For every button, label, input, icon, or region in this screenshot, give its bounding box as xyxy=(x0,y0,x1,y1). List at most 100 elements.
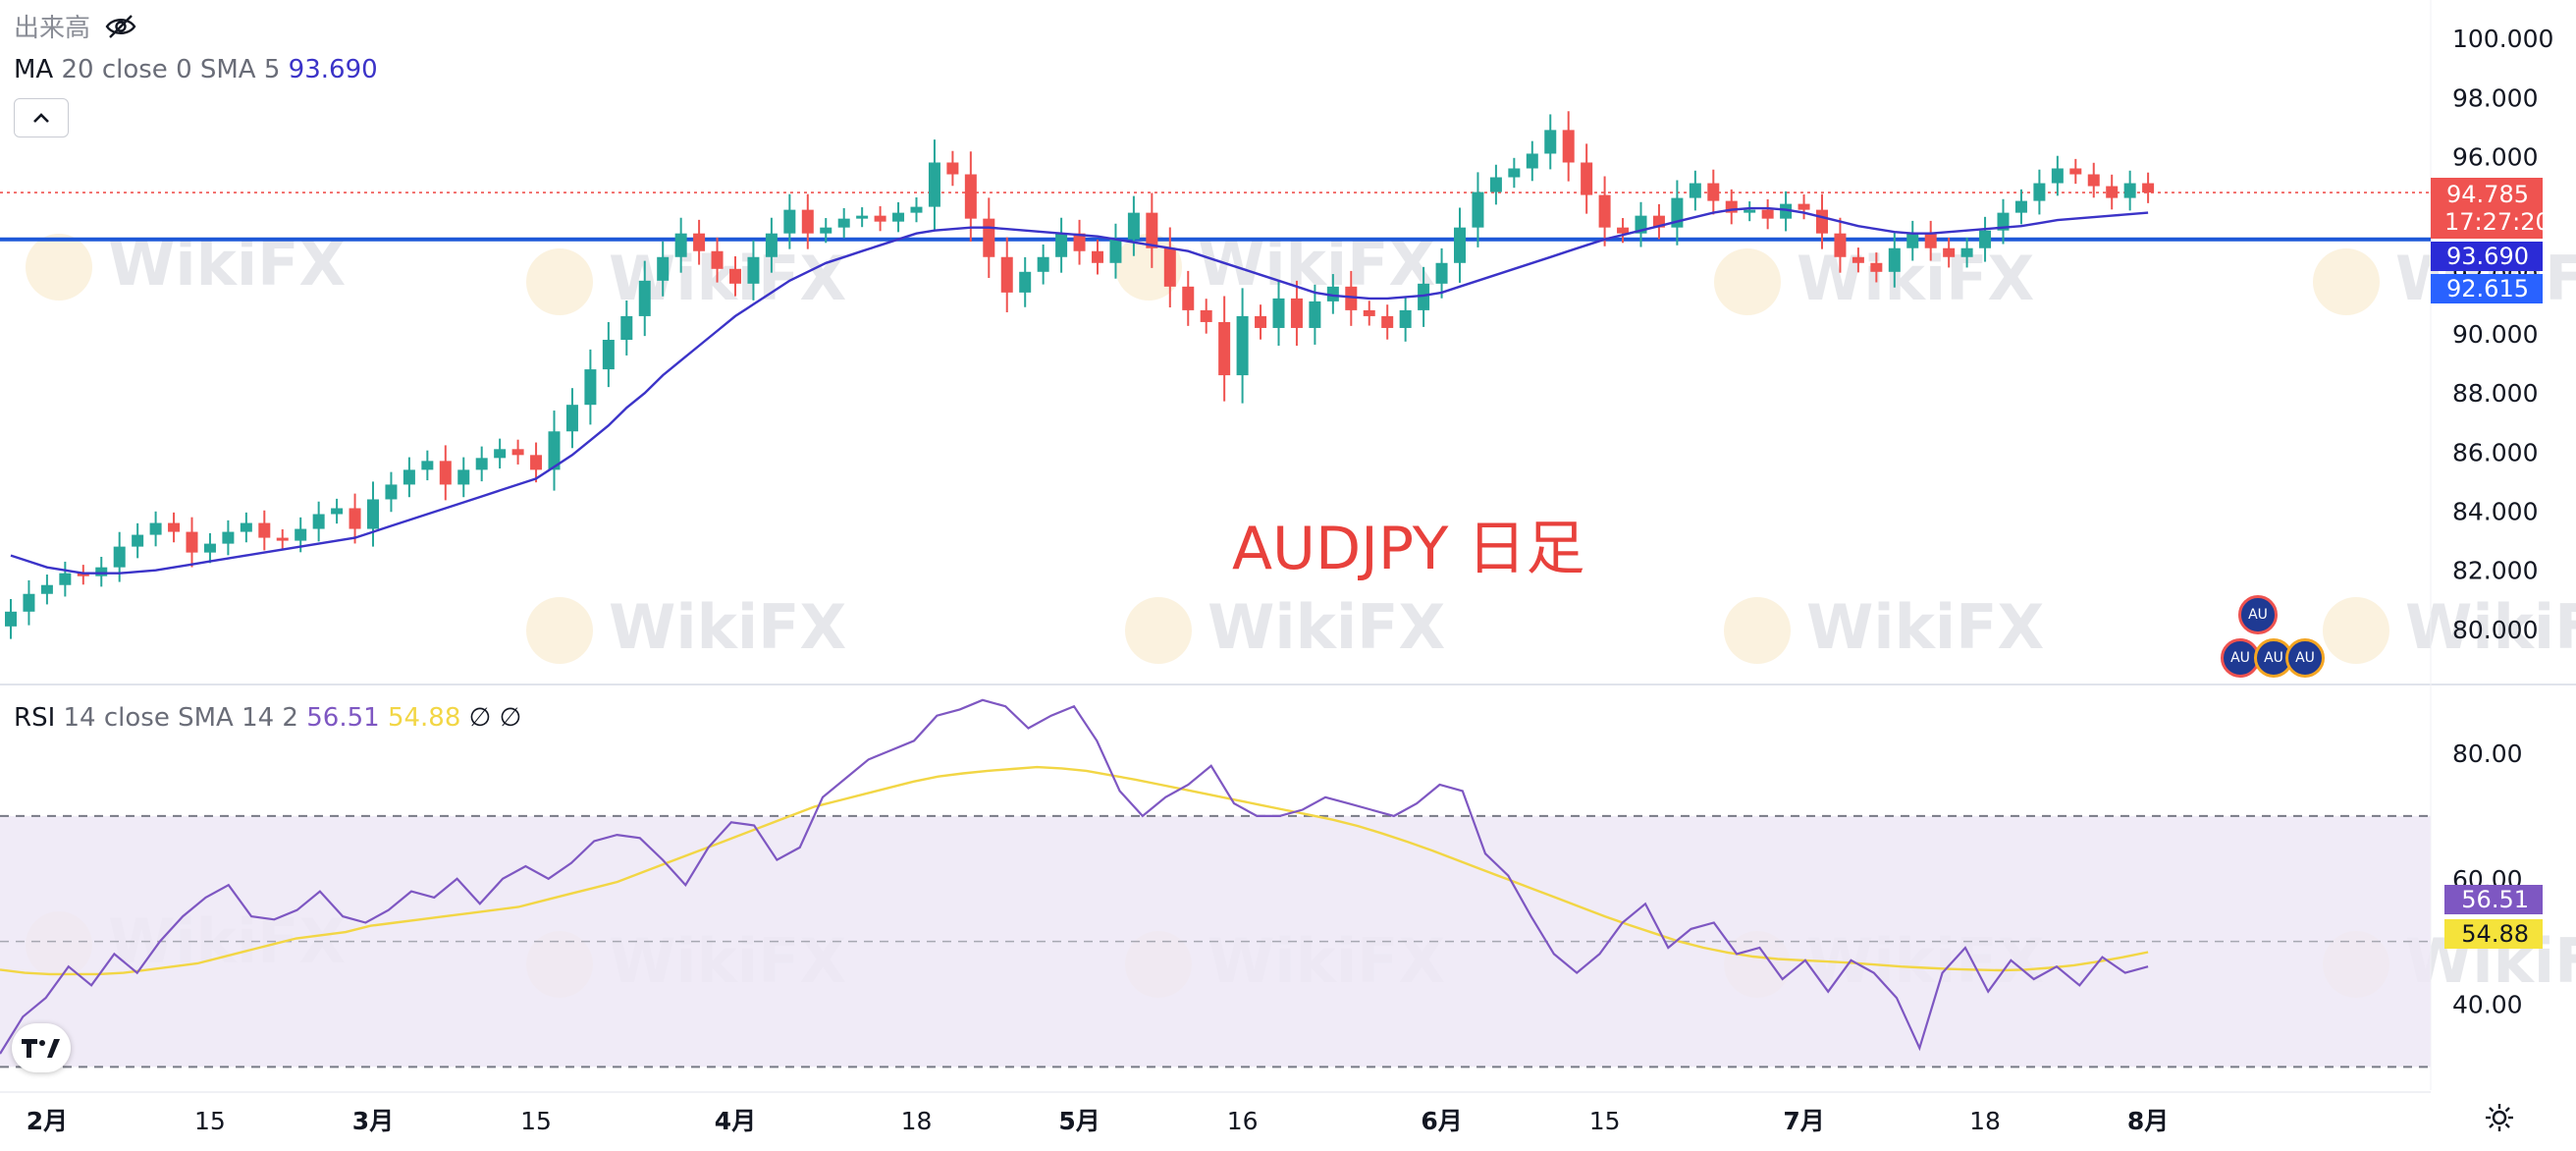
candle-body xyxy=(349,508,361,529)
candle xyxy=(1418,266,1430,327)
candle xyxy=(1146,192,1158,268)
candle xyxy=(2014,189,2027,225)
candle xyxy=(5,599,17,639)
candle xyxy=(1906,220,1919,261)
candle-body xyxy=(2087,174,2100,187)
candle-body xyxy=(258,522,271,538)
time-tick-label: 6月 xyxy=(1421,1107,1462,1135)
candle xyxy=(1037,244,1049,285)
rsi-lines xyxy=(0,698,2149,1055)
candle xyxy=(1163,227,1176,308)
candle-body xyxy=(765,233,778,257)
candle-body xyxy=(584,369,597,406)
price-tick-label: 82.000 xyxy=(2452,557,2538,585)
candle-body xyxy=(367,499,379,529)
time-tick-label: 5月 xyxy=(1058,1107,1100,1135)
line-tag-value: 92.615 xyxy=(2446,275,2529,302)
candle xyxy=(1598,176,1611,247)
candle xyxy=(494,438,507,469)
candle-body xyxy=(331,508,344,515)
candle xyxy=(2033,169,2046,215)
candle-body xyxy=(1562,130,1575,163)
empty-set-icon: ∅ xyxy=(468,703,492,733)
volume-legend[interactable]: 出来高 xyxy=(14,8,137,44)
candle-body xyxy=(1055,233,1068,257)
candle-body xyxy=(729,268,741,284)
candle xyxy=(439,445,452,501)
event-flag-icon[interactable]: AU xyxy=(2238,595,2278,634)
candle-body xyxy=(1744,209,1756,213)
candle xyxy=(1924,220,1937,261)
watermark-logo-icon xyxy=(2313,248,2380,315)
candle-body xyxy=(1037,256,1049,272)
candle xyxy=(1345,270,1358,326)
line-price-tag: 92.615 xyxy=(2431,274,2543,303)
candle xyxy=(1617,218,1630,244)
time-axis[interactable]: 2月 15 3月 15 4月 18 5月 16 6月 15 7月 18 8月 xyxy=(0,1091,2431,1135)
tradingview-logo-icon[interactable] xyxy=(12,1023,71,1072)
candle-body xyxy=(1581,162,1593,195)
candle xyxy=(1888,232,1901,288)
rsi-legend[interactable]: RSI 14 close SMA 14 2 56.51 54.88 ∅ ∅ xyxy=(14,703,521,733)
candle xyxy=(837,207,850,239)
candle-body xyxy=(295,528,307,541)
candle-body xyxy=(1200,309,1212,322)
candle-body xyxy=(711,250,724,269)
candle-body xyxy=(421,461,434,470)
candle-body xyxy=(457,469,470,485)
candle-body xyxy=(1073,233,1086,251)
rsi-tick-label: 40.00 xyxy=(2452,991,2523,1019)
candle-body xyxy=(1834,233,1847,257)
time-tick-label: 2月 xyxy=(27,1107,68,1135)
collapse-legend-button[interactable] xyxy=(14,98,69,137)
watermark-text: WikiFX xyxy=(1797,243,2034,314)
candle xyxy=(729,256,741,297)
candle-body xyxy=(385,484,398,500)
candle xyxy=(548,411,561,491)
candle-body xyxy=(638,280,651,316)
candle xyxy=(1960,238,1973,268)
candle-body xyxy=(1906,233,1919,248)
candle xyxy=(892,201,905,233)
candle-body xyxy=(5,611,17,627)
candle xyxy=(693,219,706,265)
candle xyxy=(1744,201,1756,222)
candle xyxy=(674,217,687,273)
candle xyxy=(1399,297,1412,342)
candle xyxy=(602,321,615,388)
candle-body xyxy=(946,162,959,175)
ma-tag-value: 93.690 xyxy=(2446,243,2529,270)
ma-legend[interactable]: MA 20 close 0 SMA 5 93.690 xyxy=(14,55,378,84)
candle-body xyxy=(23,593,35,612)
candle-body xyxy=(1381,315,1394,328)
candle xyxy=(1309,284,1321,345)
candle-body xyxy=(475,458,488,470)
event-flag-icon[interactable]: AU xyxy=(2285,638,2325,678)
candle-body xyxy=(1345,286,1358,310)
candle-body xyxy=(1255,315,1267,328)
candle xyxy=(168,512,181,543)
candle xyxy=(2142,172,2155,203)
candle xyxy=(132,522,144,559)
candle xyxy=(457,457,470,498)
gear-icon[interactable] xyxy=(2484,1102,2515,1142)
candle-body xyxy=(1979,230,1992,248)
horizontal-line[interactable] xyxy=(0,192,2431,242)
candle xyxy=(312,501,325,542)
ma-legend-params: 20 close 0 SMA 5 xyxy=(61,55,281,84)
candle-body xyxy=(2123,183,2136,198)
price-tick-label: 84.000 xyxy=(2452,497,2538,525)
candle xyxy=(1508,157,1521,189)
watermark-logo-icon xyxy=(526,248,593,315)
candle xyxy=(258,510,271,551)
eye-off-icon[interactable] xyxy=(104,13,137,40)
candle xyxy=(2123,170,2136,211)
candle xyxy=(1255,304,1267,340)
candle xyxy=(1000,237,1013,313)
candle xyxy=(657,241,670,297)
candle-body xyxy=(2106,186,2119,198)
candle-body xyxy=(1418,283,1430,310)
candle xyxy=(1109,223,1122,279)
candle xyxy=(186,517,198,568)
